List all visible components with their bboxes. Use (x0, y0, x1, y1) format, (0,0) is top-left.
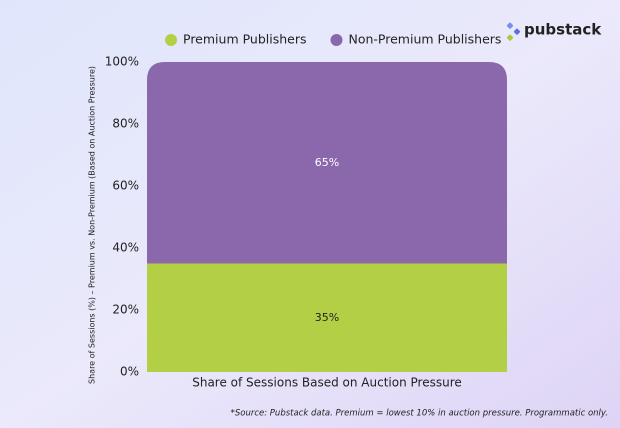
bar-segment (147, 62, 507, 264)
value-label: 35% (315, 311, 339, 324)
source-note: *Source: Pubstack data. Premium = lowest… (231, 409, 608, 419)
bar-segment (147, 263, 507, 372)
value-label: 65% (315, 156, 339, 169)
legend-label: Premium Publishers (183, 32, 307, 47)
logo-icon (506, 22, 521, 41)
y-tick-label: 40% (112, 241, 139, 255)
y-tick-label: 60% (112, 179, 139, 193)
y-tick-label: 0% (120, 365, 139, 379)
y-tick-label: 100% (105, 55, 139, 69)
y-axis-label: Share of Sessions (%) – Premium vs. Non-… (88, 66, 97, 384)
legend-swatch (330, 34, 343, 46)
legend-swatch (165, 34, 177, 46)
x-tick-label: Share of Sessions Based on Auction Press… (192, 376, 462, 390)
legend-label: Non-Premium Publishers (349, 32, 502, 47)
y-tick-label: 80% (112, 117, 139, 131)
y-tick-label: 20% (112, 303, 139, 317)
logo-text: pubstack (524, 21, 602, 39)
